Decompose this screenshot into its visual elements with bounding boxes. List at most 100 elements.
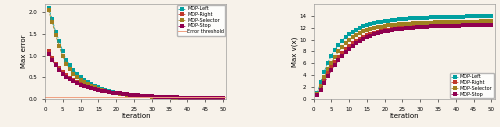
MDP-Stop: [138, 95, 144, 96]
MDP-Right: [325, 73, 331, 74]
MDP-Left: [450, 16, 456, 18]
MDP-Left: [386, 20, 392, 21]
MDP-Right: [138, 95, 144, 96]
MDP-Right: [202, 97, 208, 99]
MDP-Stop: [382, 31, 388, 32]
MDP-Right: [314, 94, 320, 96]
MDP-Stop: [156, 96, 162, 98]
MDP-Selector: [131, 95, 137, 96]
MDP-Right: [346, 45, 352, 46]
MDP-Right: [318, 88, 324, 89]
MDP-Selector: [467, 21, 473, 22]
MDP-Left: [148, 96, 154, 97]
MDP-Stop: [49, 59, 55, 61]
Line: MDP-Right: MDP-Right: [316, 23, 493, 96]
MDP-Right: [78, 83, 84, 85]
MDP-Left: [339, 40, 345, 42]
MDP-Stop: [174, 97, 180, 98]
MDP-Stop: [56, 69, 62, 70]
MDP-Stop: [134, 95, 140, 96]
MDP-Left: [113, 92, 119, 93]
MDP-Stop: [46, 53, 52, 54]
MDP-Selector: [138, 95, 144, 97]
MDP-Stop: [456, 25, 462, 26]
MDP-Stop: [60, 73, 66, 74]
MDP-Right: [428, 26, 434, 27]
MDP-Selector: [174, 97, 180, 98]
MDP-Stop: [81, 85, 87, 87]
MDP-Selector: [421, 22, 427, 23]
MDP-Selector: [110, 92, 116, 93]
MDP-Right: [174, 97, 180, 98]
MDP-Left: [163, 97, 169, 98]
MDP-Right: [56, 67, 62, 69]
MDP-Stop: [202, 97, 208, 99]
MDP-Selector: [184, 97, 190, 99]
MDP-Left: [364, 24, 370, 26]
MDP-Left: [156, 96, 162, 98]
MDP-Stop: [424, 26, 430, 27]
MDP-Left: [160, 96, 166, 98]
Y-axis label: Max v(x): Max v(x): [291, 36, 298, 67]
MDP-Stop: [166, 96, 172, 98]
MDP-Selector: [371, 27, 377, 29]
MDP-Selector: [192, 97, 198, 99]
MDP-Selector: [478, 21, 484, 22]
MDP-Selector: [350, 37, 356, 38]
MDP-Right: [128, 94, 134, 96]
MDP-Selector: [67, 68, 73, 70]
MDP-Left: [464, 16, 469, 17]
MDP-Selector: [148, 96, 154, 97]
MDP-Left: [81, 79, 87, 81]
MDP-Right: [74, 81, 80, 83]
MDP-Right: [332, 61, 338, 62]
MDP-Left: [467, 16, 473, 17]
Error threshold: [42, 96, 48, 98]
MDP-Stop: [106, 91, 112, 93]
MDP-Selector: [46, 10, 52, 11]
MDP-Right: [410, 27, 416, 28]
MDP-Right: [177, 97, 183, 98]
MDP-Right: [418, 26, 424, 28]
MDP-Left: [88, 84, 94, 85]
MDP-Left: [414, 17, 420, 19]
MDP-Left: [152, 96, 158, 98]
MDP-Stop: [482, 24, 488, 26]
MDP-Left: [60, 51, 66, 52]
MDP-Left: [181, 97, 187, 99]
MDP-Selector: [346, 39, 352, 41]
MDP-Right: [142, 95, 148, 97]
MDP-Stop: [421, 26, 427, 28]
MDP-Selector: [464, 21, 469, 22]
MDP-Left: [174, 97, 180, 98]
MDP-Selector: [206, 98, 212, 99]
MDP-Right: [321, 80, 327, 81]
MDP-Right: [474, 24, 480, 26]
MDP-Right: [46, 51, 52, 52]
MDP-Selector: [488, 21, 494, 22]
MDP-Left: [378, 21, 384, 22]
MDP-Left: [202, 98, 208, 99]
MDP-Left: [74, 73, 80, 75]
MDP-Selector: [428, 22, 434, 23]
MDP-Right: [414, 26, 420, 28]
MDP-Right: [181, 97, 187, 98]
MDP-Selector: [88, 85, 94, 87]
MDP-Selector: [120, 93, 126, 95]
MDP-Selector: [81, 81, 87, 83]
MDP-Right: [488, 24, 494, 26]
MDP-Left: [99, 88, 105, 89]
MDP-Stop: [160, 96, 166, 98]
MDP-Selector: [336, 51, 342, 52]
MDP-Right: [116, 93, 122, 94]
MDP-Selector: [418, 22, 424, 24]
Legend: MDP-Left, MDP-Right, MDP-Selector, MDP-Stop: MDP-Left, MDP-Right, MDP-Selector, MDP-S…: [450, 73, 494, 98]
MDP-Right: [353, 40, 359, 42]
MDP-Left: [392, 19, 398, 20]
MDP-Left: [145, 96, 151, 97]
MDP-Left: [332, 49, 338, 50]
MDP-Left: [435, 16, 441, 18]
MDP-Stop: [350, 45, 356, 47]
MDP-Left: [124, 93, 130, 95]
MDP-Right: [88, 87, 94, 89]
